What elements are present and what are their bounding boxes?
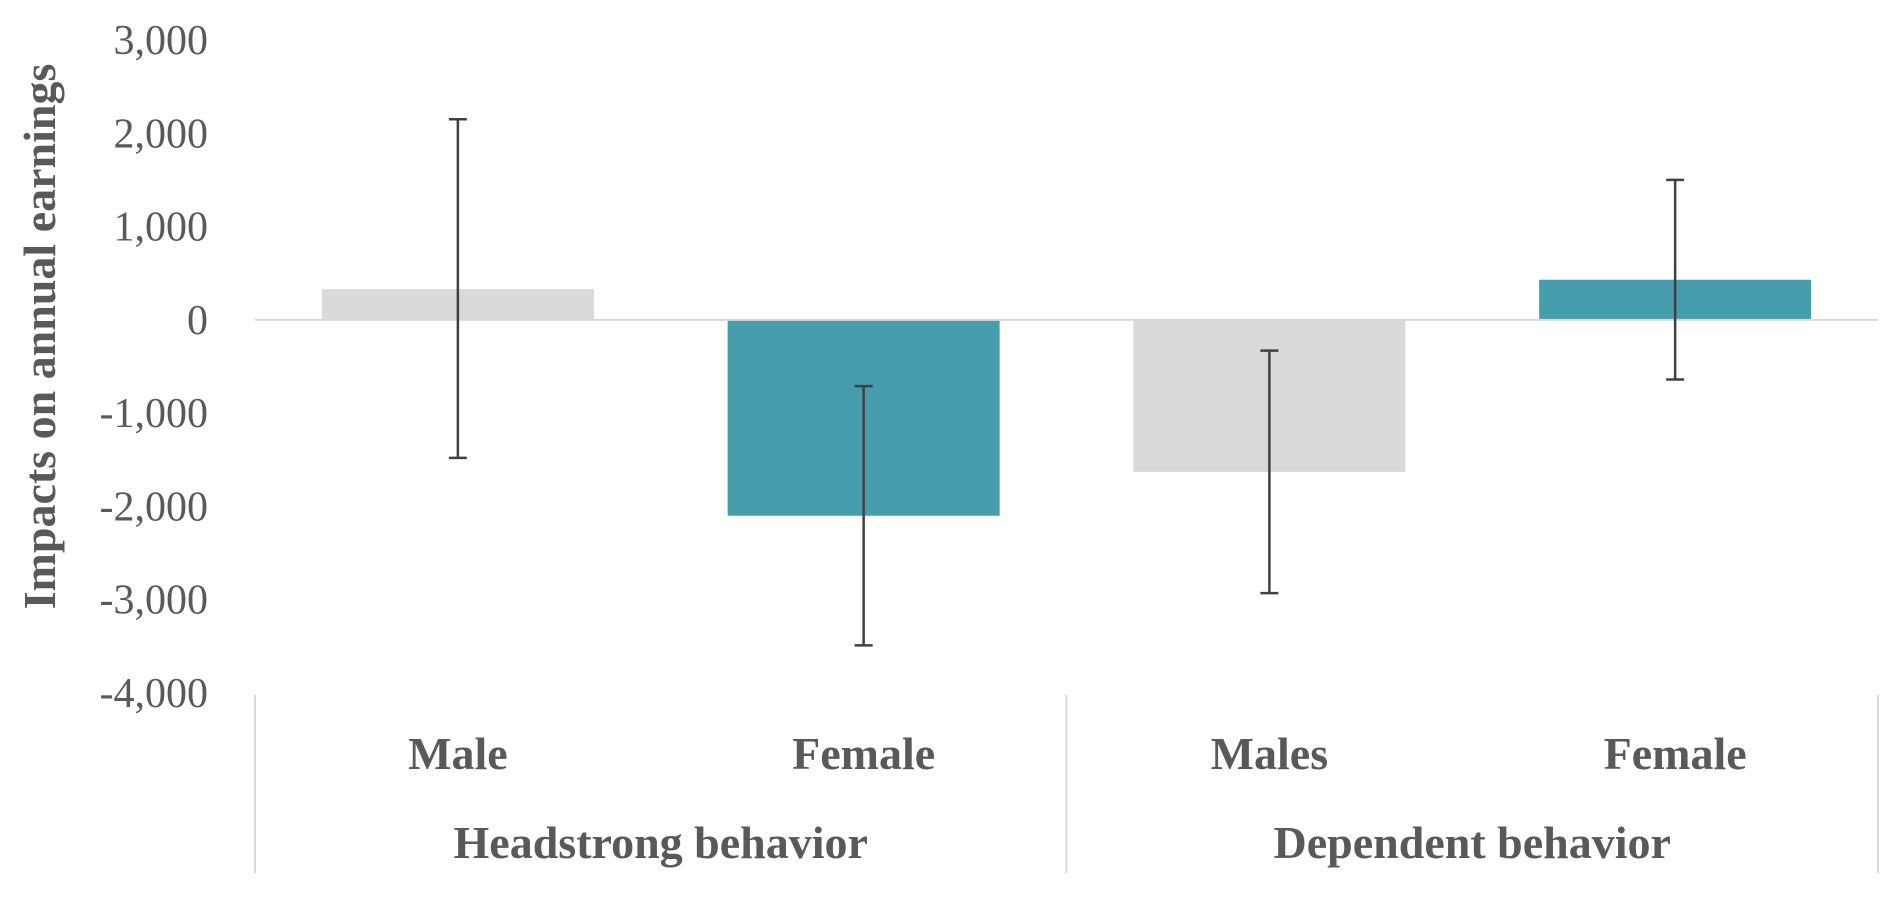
error-bar <box>448 118 467 460</box>
y-tick-label: -2,000 <box>100 484 209 530</box>
y-tick-label: 1,000 <box>114 205 209 251</box>
error-bar <box>854 384 873 647</box>
group-label: Dependent behavior <box>1274 817 1671 868</box>
y-tick-labels: 3,000 2,000 1,000 0 -1,000 -2,000 -3,000 -4,000 <box>100 18 209 717</box>
group-label: Headstrong behavior <box>454 817 868 868</box>
category-label: Males <box>1211 728 1329 779</box>
y-axis-title: Impacts on annual earnings <box>14 64 65 610</box>
y-tick-label: -4,000 <box>100 671 209 717</box>
y-tick-label: 0 <box>187 298 208 344</box>
error-bars <box>448 118 1685 647</box>
bars <box>321 279 1812 516</box>
category-axis: Male Female Headstrong behavior Males Female… <box>254 695 1879 873</box>
y-tick-label: 3,000 <box>114 18 209 64</box>
error-bar <box>1666 178 1685 381</box>
category-label: Female <box>1604 728 1747 779</box>
category-label: Female <box>792 728 935 779</box>
category-label: Male <box>408 728 508 779</box>
error-bar <box>1260 349 1279 595</box>
y-tick-label: 2,000 <box>114 111 209 157</box>
y-tick-label: -1,000 <box>100 391 209 437</box>
y-tick-label: -3,000 <box>100 578 209 624</box>
